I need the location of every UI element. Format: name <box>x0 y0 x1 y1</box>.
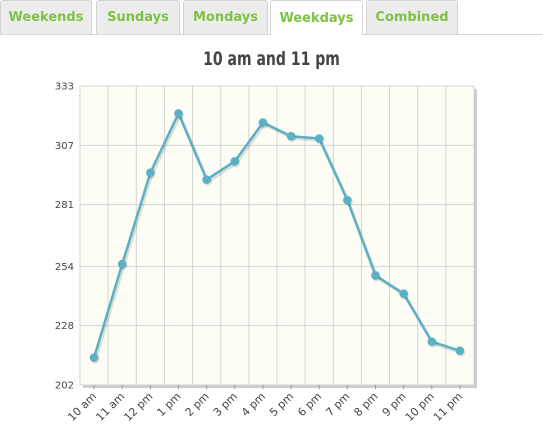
data-point <box>117 259 127 269</box>
data-point <box>314 134 324 143</box>
x-tick-label: 10 am <box>65 390 99 424</box>
x-tick-label: 2 pm <box>183 390 212 419</box>
data-point <box>427 337 437 346</box>
x-tick-label: 6 pm <box>295 390 324 419</box>
data-point <box>399 289 408 299</box>
x-tick-label: 4 pm <box>239 390 268 419</box>
series-line <box>92 112 461 358</box>
x-tick-label: 8 pm <box>351 390 380 419</box>
x-tick-label: 5 pm <box>267 390 296 419</box>
tab-bar: Weekends Sundays Mondays Weekdays Combin… <box>0 0 543 35</box>
data-point <box>286 131 296 141</box>
x-tick-label: 7 pm <box>323 390 352 419</box>
x-tick-label: 11 am <box>93 390 127 424</box>
y-tick-label: 254 <box>55 262 74 273</box>
y-tick-label: 228 <box>55 321 74 332</box>
tab-mondays[interactable]: Mondays <box>183 0 268 34</box>
tab-weekdays[interactable]: Weekdays <box>270 0 363 35</box>
data-point <box>146 168 155 178</box>
x-tick-label: 12 pm <box>121 390 155 424</box>
data-point <box>174 109 183 118</box>
tab-combined[interactable]: Combined <box>366 0 458 34</box>
data-point <box>230 157 240 166</box>
data-point <box>343 195 352 205</box>
tab-weekends[interactable]: Weekends <box>0 0 92 34</box>
x-tick-label: 11 pm <box>431 390 465 424</box>
y-tick-label: 333 <box>55 82 74 93</box>
x-tick-label: 3 pm <box>211 390 240 419</box>
x-tick-label: 10 pm <box>403 390 437 424</box>
data-point <box>202 175 211 184</box>
x-tick-label: 1 pm <box>154 390 183 419</box>
data-point <box>371 271 380 280</box>
y-tick-label: 202 <box>55 381 74 392</box>
chart-title: 10 am and 11 pm <box>203 48 340 70</box>
data-point <box>89 353 99 362</box>
y-tick-label: 281 <box>55 200 74 211</box>
data-point <box>455 346 465 356</box>
tab-sundays[interactable]: Sundays <box>96 0 180 34</box>
data-point <box>258 118 268 127</box>
y-tick-label: 307 <box>55 141 74 152</box>
